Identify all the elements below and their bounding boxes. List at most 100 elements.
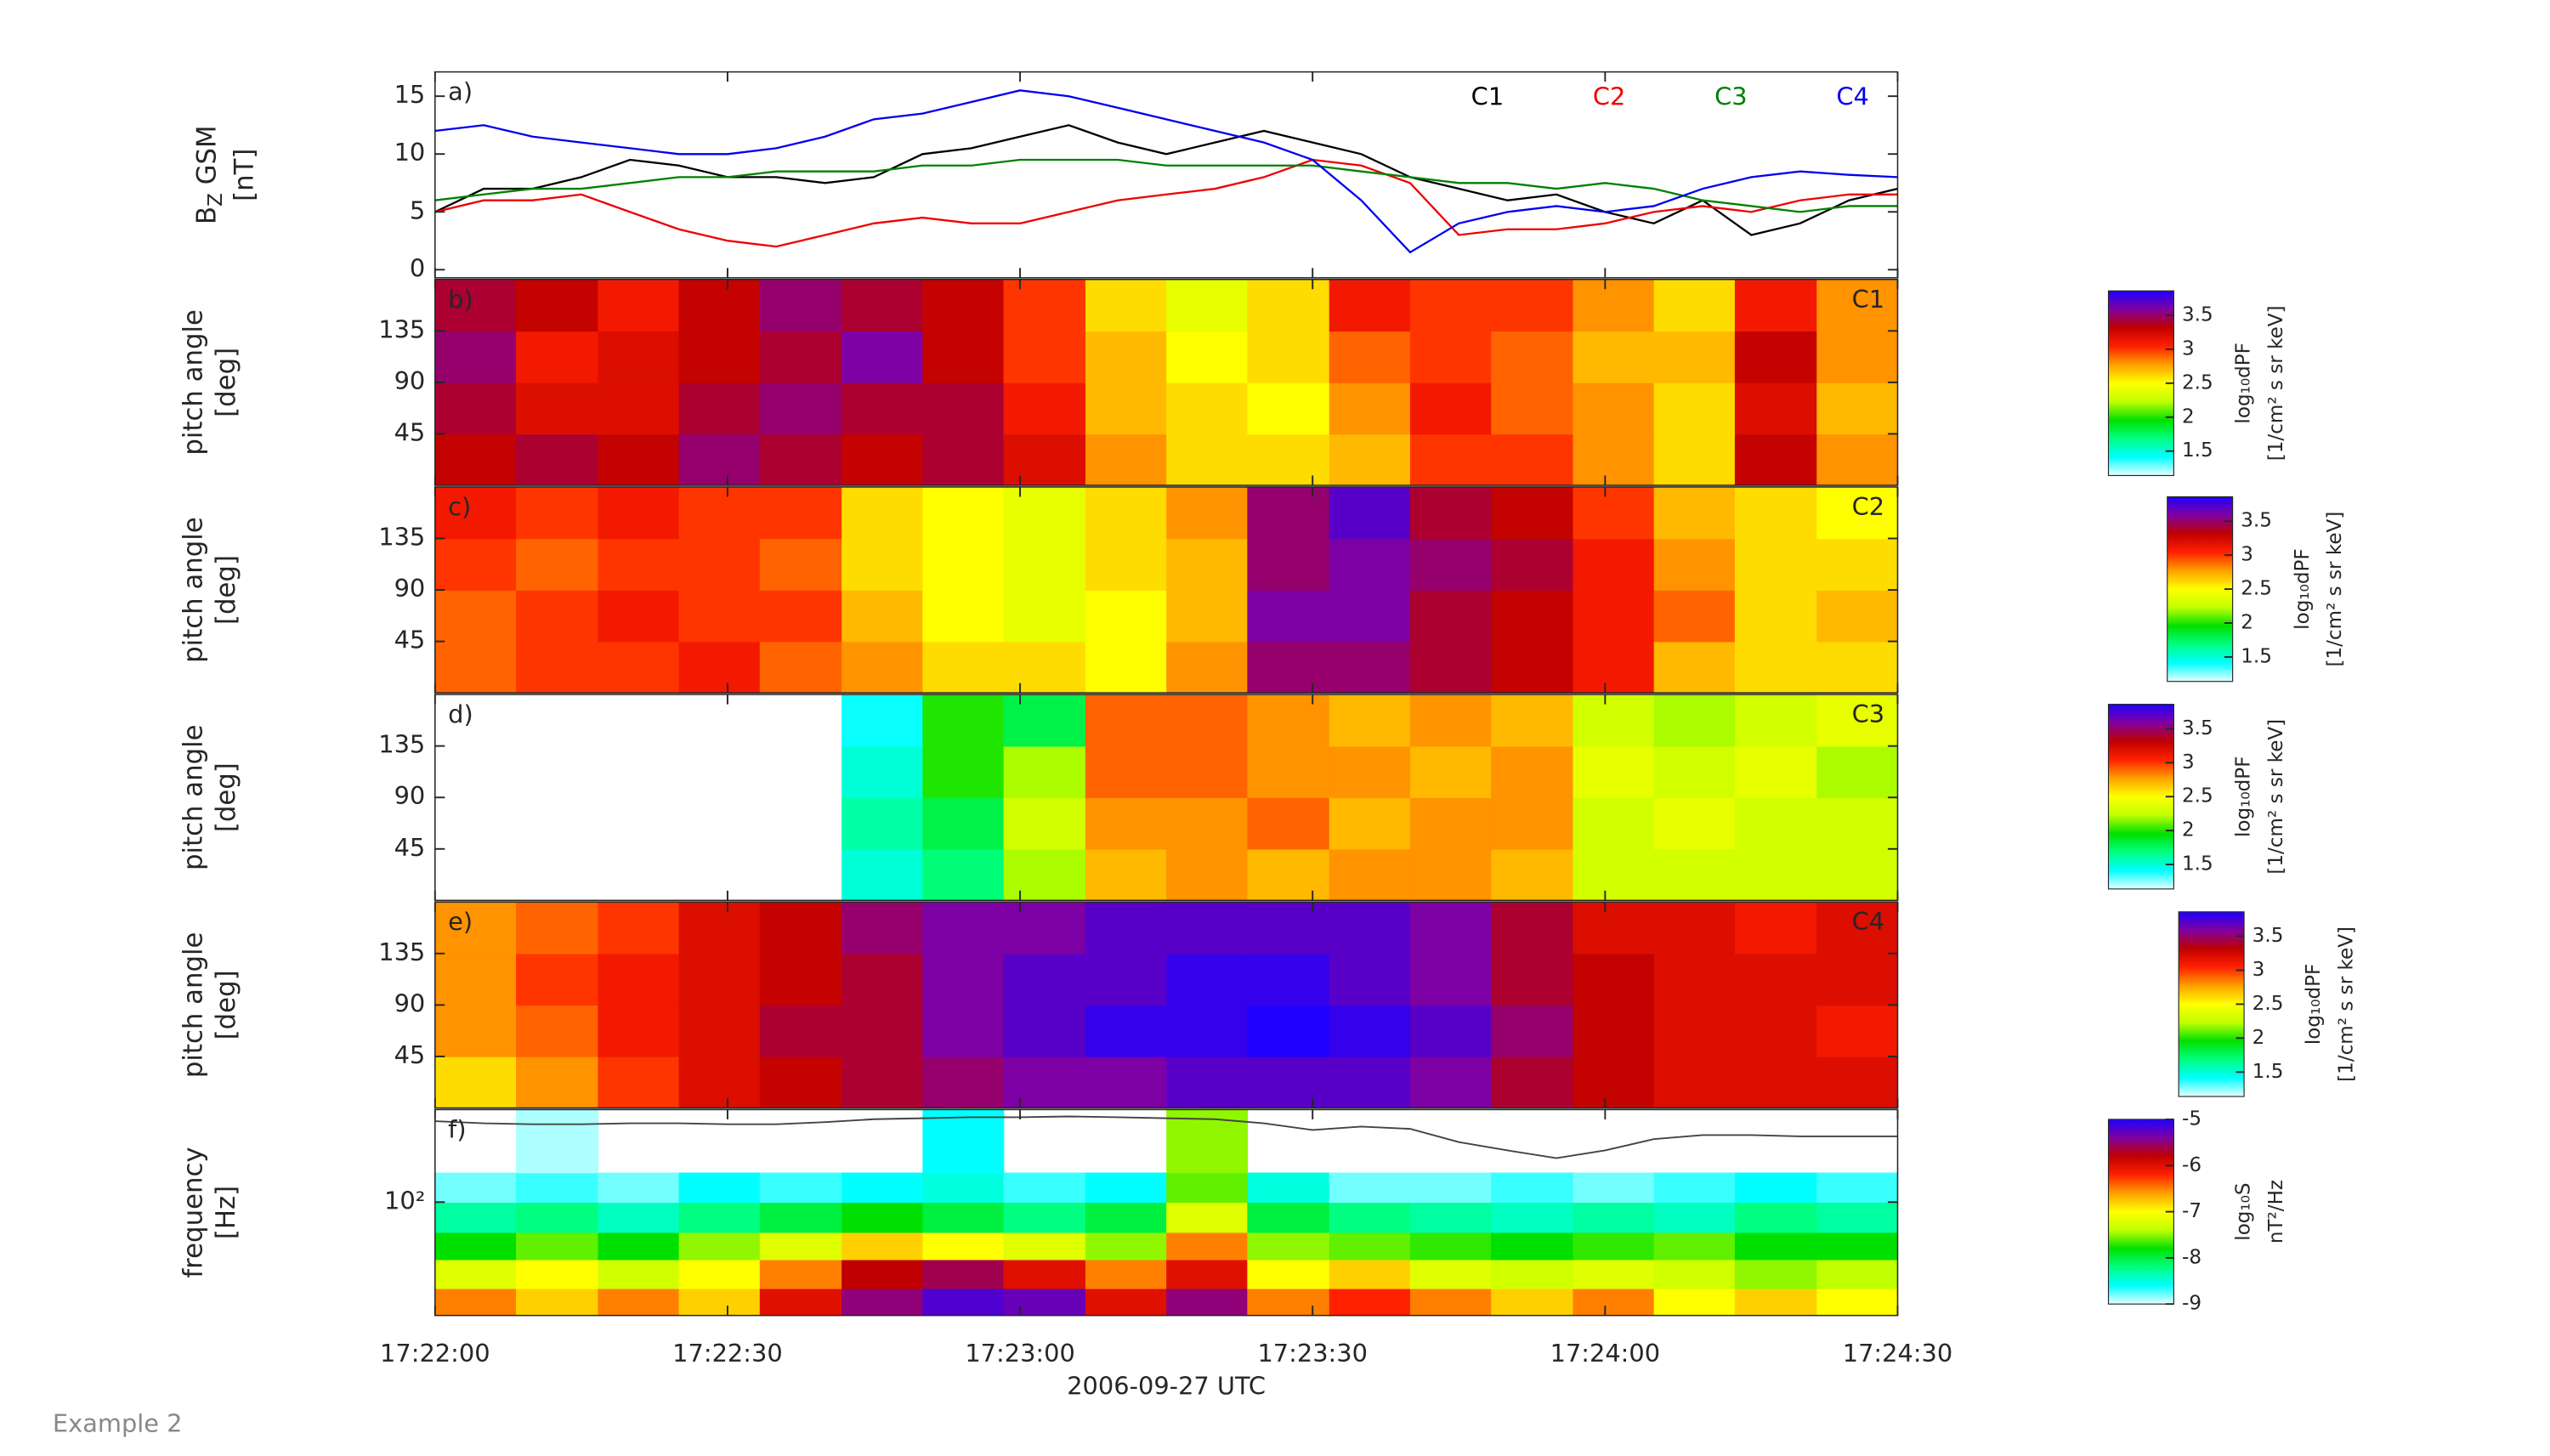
heatmap-cell bbox=[1247, 641, 1330, 694]
heatmap-cell bbox=[759, 486, 842, 540]
heatmap-cell bbox=[1572, 331, 1655, 383]
panel: 45 90 135 c) C2 pitch angle [deg] 1.5 2 2.5 3 3.5 lo… bbox=[178, 486, 2346, 694]
colorbar-tick-label: 3.5 bbox=[2182, 303, 2213, 326]
heatmap-cell bbox=[1003, 1202, 1086, 1233]
heatmap-cell bbox=[598, 1259, 680, 1289]
heatmap-cell bbox=[434, 486, 517, 540]
panel: 45 90 135 d) C3 pitch angle [deg] 1.5 2 2.5 3 3.5 lo… bbox=[178, 694, 2287, 902]
heatmap-cell bbox=[1003, 486, 1086, 540]
heatmap-cell bbox=[1247, 1259, 1330, 1289]
heatmap-cell bbox=[1653, 590, 1736, 643]
heatmap-cell bbox=[1409, 331, 1492, 383]
heatmap-cell bbox=[1166, 797, 1249, 850]
colorbar-tick-label: 3.5 bbox=[2182, 717, 2213, 739]
heatmap-cell bbox=[434, 953, 517, 1006]
heatmap-cell bbox=[1085, 1202, 1167, 1233]
heatmap-cell bbox=[1734, 486, 1818, 540]
heatmap-cell bbox=[759, 590, 842, 643]
heatmap-cell bbox=[1329, 1232, 1411, 1261]
heatmap-cell bbox=[1329, 745, 1411, 798]
colorbar-tick-label: 1.5 bbox=[2182, 439, 2213, 462]
heatmap-cell bbox=[1409, 1172, 1492, 1204]
heatmap-cell bbox=[1653, 538, 1736, 591]
heatmap-cell bbox=[1734, 641, 1818, 694]
heatmap-cell bbox=[1003, 902, 1086, 955]
heatmap-cell bbox=[598, 382, 680, 435]
heatmap-cell bbox=[1003, 1172, 1086, 1204]
colorbar-label: log₁₀S bbox=[2233, 1182, 2255, 1240]
heatmap-cell bbox=[1491, 590, 1574, 643]
spacecraft-label: C2 bbox=[1852, 492, 1884, 521]
heatmap-cell bbox=[1329, 331, 1411, 383]
y-axis-label: [deg] bbox=[211, 970, 241, 1040]
y-tick-label: 0 bbox=[410, 253, 425, 282]
heatmap-cell bbox=[1409, 433, 1492, 485]
y-tick-label: 10 bbox=[394, 138, 426, 167]
heatmap-cell bbox=[1653, 848, 1736, 901]
heatmap-cell bbox=[1247, 590, 1330, 643]
colorbar-tick-label: 3 bbox=[2252, 959, 2265, 981]
heatmap-cell bbox=[1816, 641, 1898, 694]
y-axis-label: BZ GSM bbox=[191, 125, 227, 224]
heatmap-cell bbox=[434, 538, 517, 591]
colorbar-tick-label: 3.5 bbox=[2241, 510, 2272, 532]
heatmap-cell bbox=[678, 1232, 761, 1261]
heatmap-cell bbox=[922, 1202, 1005, 1233]
heatmap-cell bbox=[1247, 1172, 1330, 1204]
heatmap-cell bbox=[1085, 382, 1167, 435]
heatmap-cell bbox=[1816, 848, 1898, 901]
panel: 45 90 135 e) C4 pitch angle [deg] 1.5 2 2.5 3 3.5 lo… bbox=[178, 901, 2358, 1109]
heatmap-cell bbox=[1166, 902, 1249, 955]
heatmap-cell bbox=[1653, 1288, 1736, 1316]
heatmap-cell bbox=[678, 1056, 761, 1108]
heatmap-cell bbox=[1166, 694, 1249, 747]
heatmap-cell bbox=[842, 1259, 924, 1289]
heatmap-cell bbox=[1166, 1202, 1249, 1233]
plot-area bbox=[434, 1109, 1898, 1316]
heatmap-cell bbox=[1816, 331, 1898, 383]
heatmap-cell bbox=[1329, 902, 1411, 955]
heatmap-cell bbox=[678, 486, 761, 540]
heatmap-cell bbox=[598, 953, 680, 1006]
heatmap-cell bbox=[434, 641, 517, 694]
heatmap-cell bbox=[1329, 694, 1411, 747]
plot-area bbox=[434, 279, 1898, 485]
colorbar-tick-label: 2.5 bbox=[2241, 578, 2272, 600]
heatmap-cell bbox=[842, 797, 924, 850]
heatmap-cell bbox=[1166, 1288, 1249, 1316]
heatmap-cell bbox=[842, 848, 924, 901]
heatmap-cell bbox=[516, 382, 599, 435]
heatmap-cell bbox=[1409, 486, 1492, 540]
heatmap-cell bbox=[1166, 1056, 1249, 1108]
x-tick-label: 17:22:30 bbox=[672, 1339, 782, 1368]
heatmap-cell bbox=[598, 538, 680, 591]
colorbar bbox=[2178, 911, 2245, 1097]
heatmap-cell bbox=[598, 1232, 680, 1261]
heatmap-cell bbox=[1816, 590, 1898, 643]
legend-entry: C1 bbox=[1471, 82, 1504, 110]
heatmap-cell bbox=[1816, 433, 1898, 485]
heatmap-cell bbox=[1003, 1232, 1086, 1261]
spacecraft-label: C4 bbox=[1852, 907, 1884, 936]
panel-label: c) bbox=[448, 492, 471, 521]
y-tick-label: 90 bbox=[394, 989, 426, 1017]
heatmap-cell bbox=[1003, 331, 1086, 383]
heatmap-cell bbox=[678, 1288, 761, 1316]
heatmap-cell bbox=[1734, 1232, 1818, 1261]
heatmap-cell bbox=[1734, 797, 1818, 850]
line-series bbox=[434, 124, 1898, 236]
heatmap-cell bbox=[1816, 797, 1898, 850]
heatmap-cell bbox=[1166, 433, 1249, 485]
colorbar bbox=[2107, 704, 2174, 890]
heatmap-cell bbox=[678, 641, 761, 694]
colorbar bbox=[2107, 290, 2174, 477]
heatmap-cell bbox=[922, 1288, 1005, 1316]
heatmap-cell bbox=[1409, 1202, 1492, 1233]
heatmap-cell bbox=[1247, 538, 1330, 591]
heatmap-cell bbox=[1491, 745, 1574, 798]
colorbar-tick-label: 1.5 bbox=[2252, 1061, 2284, 1083]
colorbar bbox=[2167, 496, 2234, 683]
colorbar-tick-label: 2 bbox=[2252, 1027, 2265, 1049]
heatmap-cell bbox=[1653, 1202, 1736, 1233]
